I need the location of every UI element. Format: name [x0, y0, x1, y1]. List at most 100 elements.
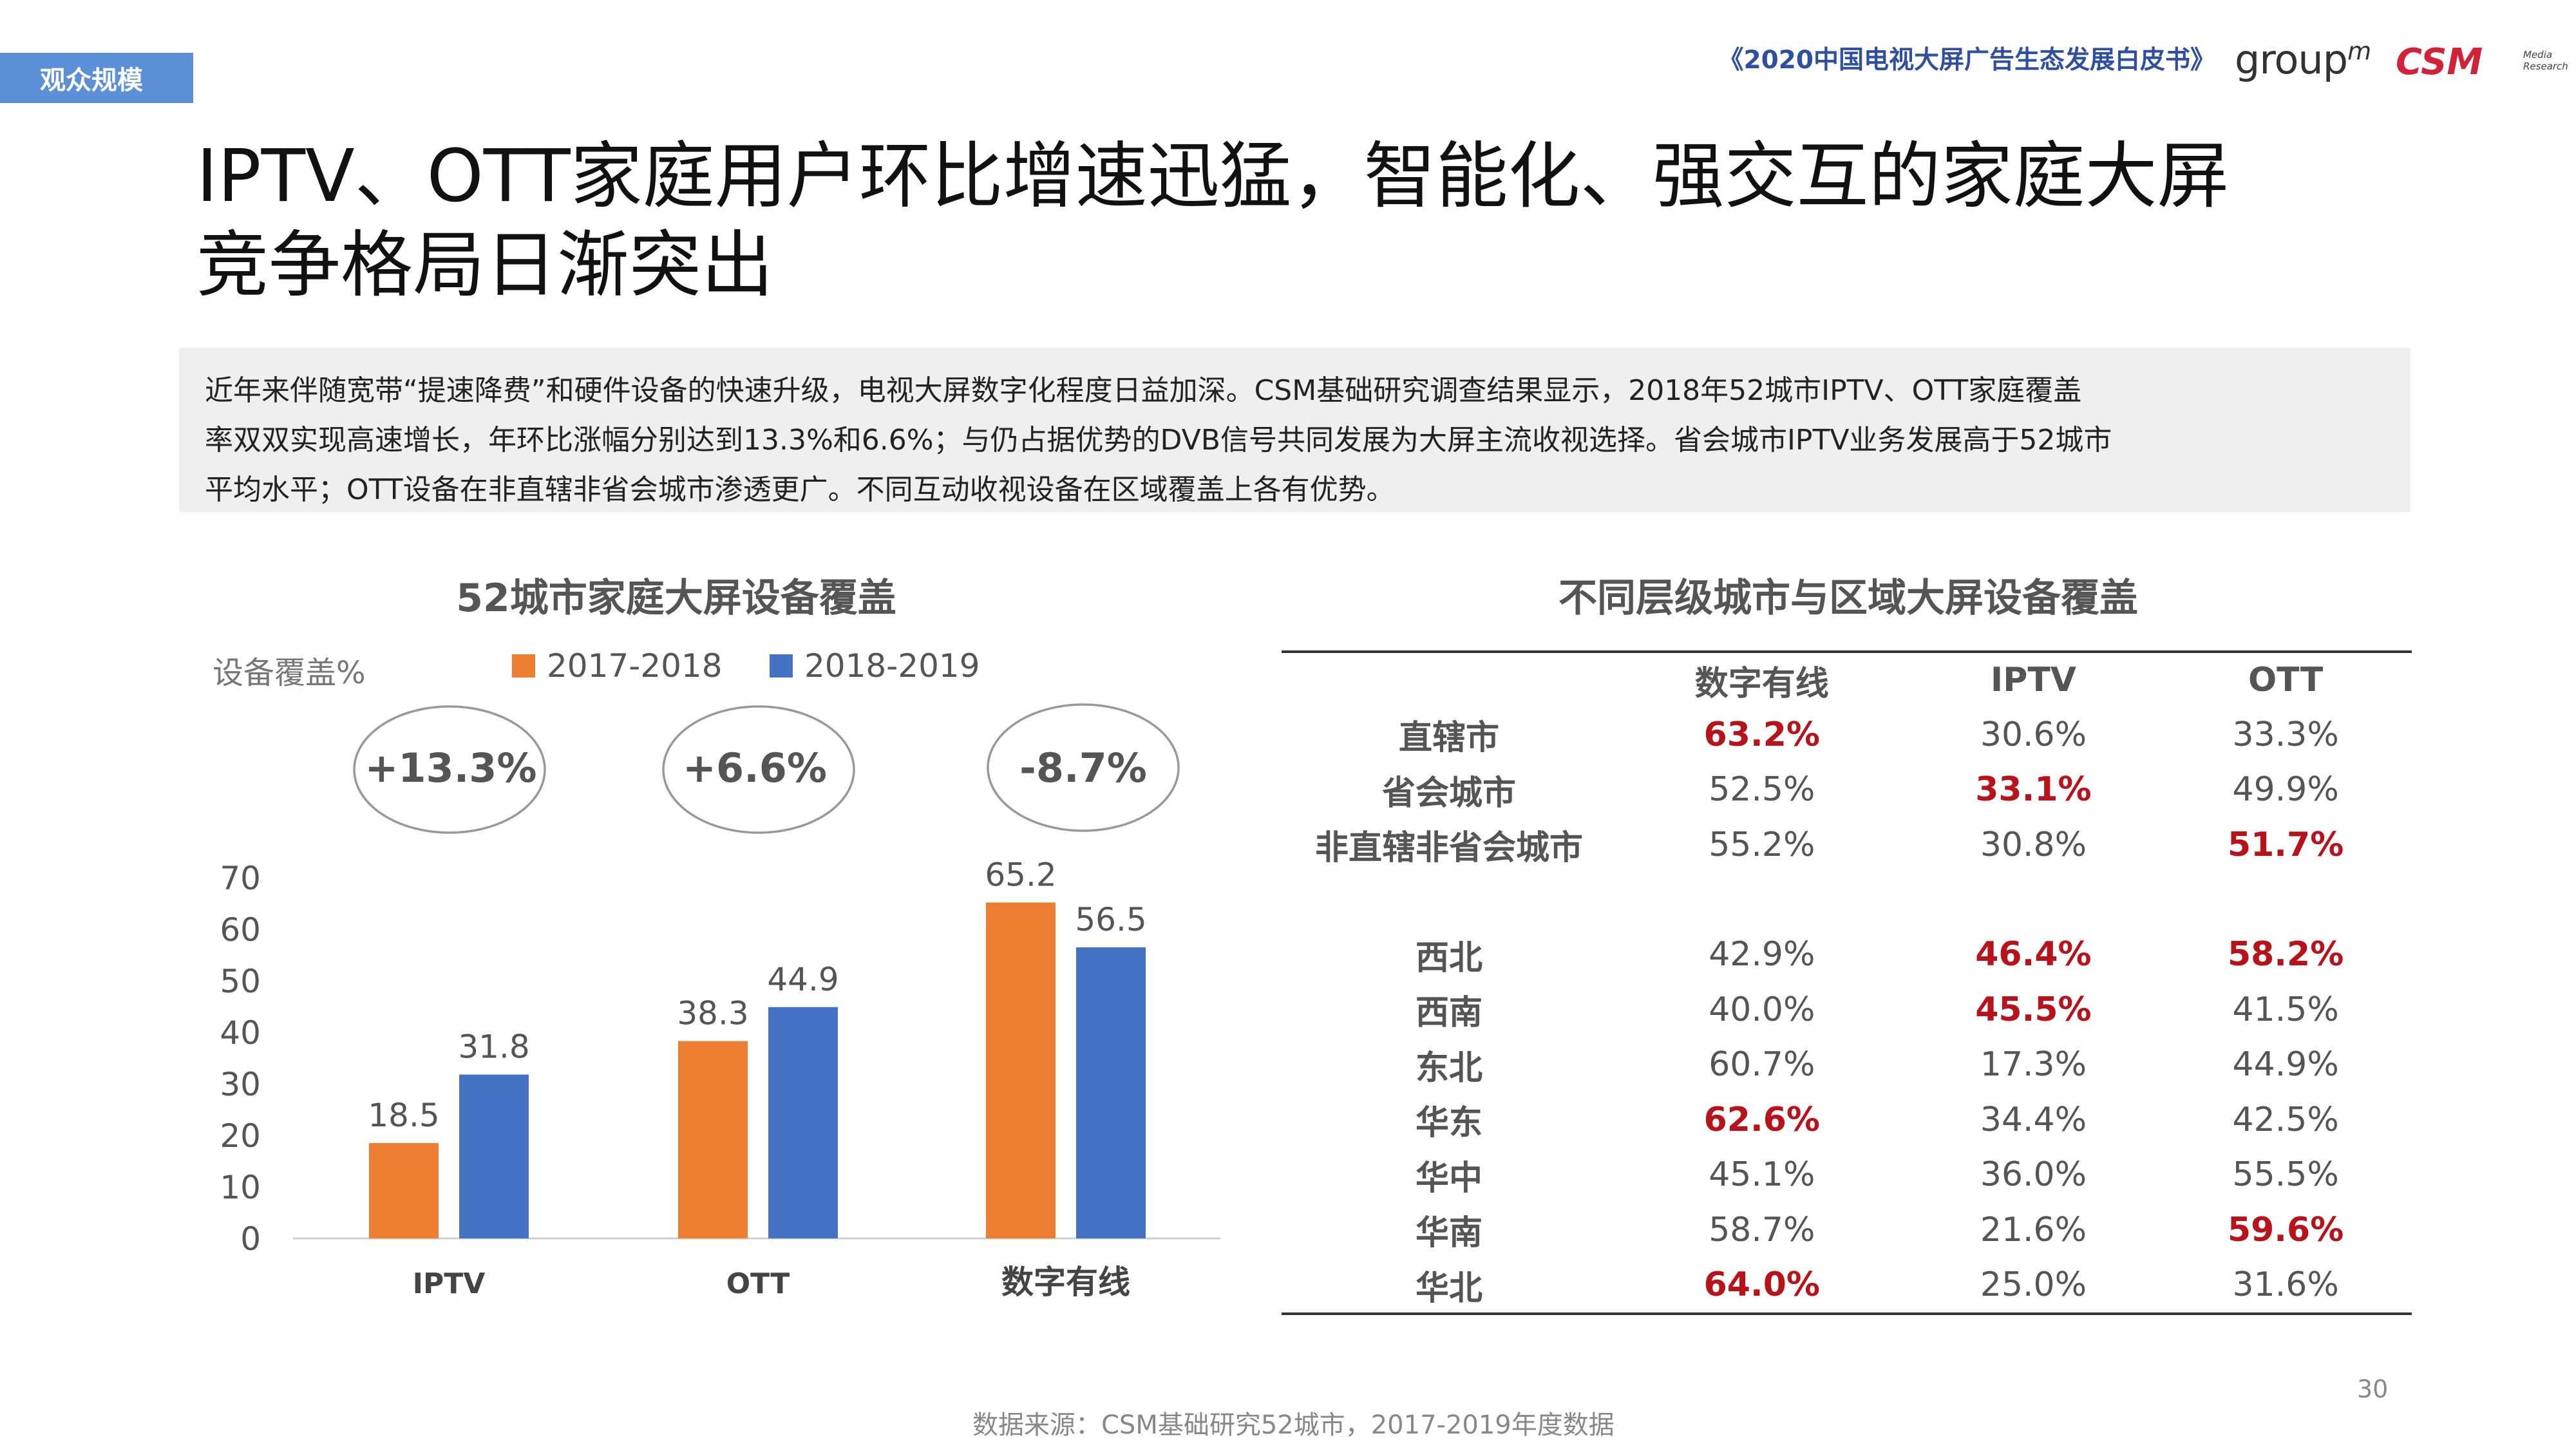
y-tick-label: 40 [220, 1014, 261, 1052]
y-tick-label: 10 [220, 1169, 261, 1206]
table-row-label: 华中 [1415, 1159, 1482, 1198]
bar-数字有线-2018-2019 [1076, 947, 1146, 1238]
legend-swatch-2017-2018 [512, 654, 535, 677]
table-header-cable: 数字有线 [1694, 664, 1829, 703]
table-row: 华东 62.6% 34.4% 42.5% [1282, 1092, 2412, 1148]
chart-title-text: 52城市家庭大屏设备覆盖 [456, 576, 896, 621]
legend-label-2017-2018: 2017-2018 [547, 647, 723, 685]
table-row: 西南 40.0% 45.5% 41.5% [1282, 982, 2412, 1037]
table-cell: 63.2% [1703, 715, 1821, 754]
table-row: 非直辖非省会城市 55.2% 30.8% 51.7% [1282, 817, 2412, 873]
table-cell: 46.4% [1975, 935, 2092, 974]
growth-annotation-ellipse [662, 705, 855, 834]
table-cell: 59.6% [2227, 1210, 2344, 1249]
chart-y-axis-label: 设备覆盖% [213, 655, 366, 691]
bar-IPTV-2018-2019 [459, 1074, 529, 1238]
bar-IPTV-2017-2018 [369, 1143, 439, 1238]
table-row-label: 东北 [1415, 1048, 1482, 1088]
table-cell: 45.5% [1975, 990, 2092, 1029]
growth-annotation-label: +6.6% [683, 744, 827, 791]
table-row-label: 非直辖非省会城市 [1314, 829, 1583, 868]
table-header-iptv: IPTV [1990, 661, 2077, 699]
bar-value-label: 31.8 [458, 1028, 529, 1066]
page-title: IPTV、OTT家庭用户环比增速迅猛，智能化、强交互的家庭大屏 竞争格局日渐突出 [196, 132, 2450, 310]
y-tick-label: 30 [220, 1066, 261, 1103]
groupm-logo-sup: m [2347, 37, 2371, 66]
table-cell: 55.2% [1709, 825, 1815, 864]
table-row: 华南 58.7% 21.6% 59.6% [1282, 1202, 2412, 1258]
table-row: 省会城市 52.5% 33.1% 49.9% [1282, 762, 2412, 818]
x-tick-label: OTT [726, 1267, 790, 1300]
table-row-label: 华北 [1415, 1269, 1482, 1308]
table-cell: 60.7% [1709, 1045, 1815, 1084]
region-coverage-table: 数字有线 IPTV OTT 直辖市 63.2% 30.6% 33.3% 省会城市 52.5… [1282, 650, 2412, 1315]
bar-value-label: 44.9 [767, 961, 838, 998]
table-cell: 25.0% [1980, 1265, 2087, 1305]
bar-value-label: 56.5 [1075, 901, 1146, 938]
growth-annotation-ellipse [353, 705, 546, 834]
table-spacer-row [1282, 873, 2412, 927]
legend-item-2018-2019: 2018-2019 [770, 647, 980, 685]
legend-label-2018-2019: 2018-2019 [804, 647, 980, 685]
table-cell: 51.7% [2227, 825, 2344, 864]
intro-box: 近年来伴随宽带“提速降费”和硬件设备的快速升级，电视大屏数字化程度日益加深。CS… [179, 348, 2410, 512]
csm-logo-sub-research: Research [2523, 61, 2568, 72]
table-title: 不同层级城市与区域大屏设备覆盖 [1558, 576, 2138, 621]
table-cell: 34.4% [1980, 1100, 2087, 1139]
groupm-logo-text: group [2235, 36, 2348, 83]
bar-OTT-2018-2019 [768, 1007, 838, 1238]
table-header-row: 数字有线 IPTV OTT [1282, 652, 2412, 707]
table-cell: 17.3% [1980, 1045, 2087, 1084]
table-cell: 41.5% [2232, 990, 2339, 1029]
y-tick-label: 20 [220, 1117, 261, 1155]
page-title-line2: 竞争格局日渐突出 [196, 223, 773, 307]
x-tick-label: IPTV [413, 1267, 486, 1300]
y-tick-label: 50 [220, 963, 261, 1000]
table-cell: 45.1% [1709, 1155, 1815, 1195]
bar-value-label: 65.2 [985, 856, 1056, 893]
chart-title: 52城市家庭大屏设备覆盖 [283, 567, 1314, 623]
table-cell: 52.5% [1709, 770, 1815, 810]
growth-annotation-ellipse [987, 703, 1180, 832]
table-cell: 64.0% [1703, 1265, 1821, 1305]
x-tick-label: 数字有线 [1001, 1264, 1130, 1301]
csm-logo: CSM [2396, 41, 2483, 83]
table-header-ott: OTT [2248, 661, 2324, 699]
growth-annotation-label: -8.7% [1019, 744, 1147, 791]
table-cell: 30.6% [1980, 715, 2087, 754]
table-row-label: 华南 [1415, 1214, 1482, 1253]
table-cell: 58.2% [2227, 935, 2344, 974]
bar-value-label: 38.3 [677, 995, 748, 1032]
bar-OTT-2017-2018 [678, 1041, 748, 1238]
table-cell: 36.0% [1980, 1155, 2087, 1195]
table-cell: 33.1% [1975, 770, 2092, 810]
data-source: 数据来源：CSM基础研究52城市，2017-2019年度数据 [972, 1410, 1615, 1440]
table-cell: 21.6% [1980, 1210, 2087, 1249]
table-cell: 44.9% [2232, 1045, 2339, 1084]
table-cell: 55.5% [2232, 1155, 2339, 1195]
report-title: 《2020中国电视大屏广告生态发展白皮书》 [1718, 46, 2215, 75]
table-row-label: 省会城市 [1381, 773, 1516, 813]
table-spacer-cell [1282, 873, 2412, 927]
table-cell: 42.9% [1709, 935, 1815, 974]
table-header-blank [1282, 652, 1616, 707]
csm-logo-subtitle: Media Research [2523, 49, 2568, 72]
table-row-label: 西北 [1415, 938, 1482, 978]
bar-chart: 0 10 20 30 40 50 60 70 18.5 31.8 IPTV +13.3% 38.3 44.… [220, 703, 1220, 1301]
table-cell: 42.5% [2232, 1100, 2339, 1139]
intro-line3: 平均水平；OTT设备在非直辖非省会城市渗透更广。不同互动收视设备在区域覆盖上各有… [205, 473, 1395, 506]
groupm-logo: groupm [2235, 36, 2371, 83]
y-tick-label: 60 [220, 911, 261, 949]
section-tag: 观众规模 [0, 53, 193, 103]
page-title-line1: IPTV、OTT家庭用户环比增速迅猛，智能化、强交互的家庭大屏 [196, 135, 2230, 218]
table-row: 东北 60.7% 17.3% 44.9% [1282, 1037, 2412, 1093]
table-row: 直辖市 63.2% 30.6% 33.3% [1282, 707, 2412, 762]
intro-line2: 率双双实现高速增长，年环比涨幅分别达到13.3%和6.6%；与仍占据优势的DVB… [205, 424, 2112, 457]
csm-logo-sub-media: Media [2523, 49, 2553, 61]
bar-数字有线-2017-2018 [986, 902, 1056, 1238]
table-row: 华北 64.0% 25.0% 31.6% [1282, 1258, 2412, 1314]
table-cell: 62.6% [1703, 1100, 1821, 1139]
table-cell: 40.0% [1709, 990, 1815, 1029]
y-tick-label: 0 [240, 1220, 261, 1258]
table-cell: 31.6% [2232, 1265, 2339, 1305]
